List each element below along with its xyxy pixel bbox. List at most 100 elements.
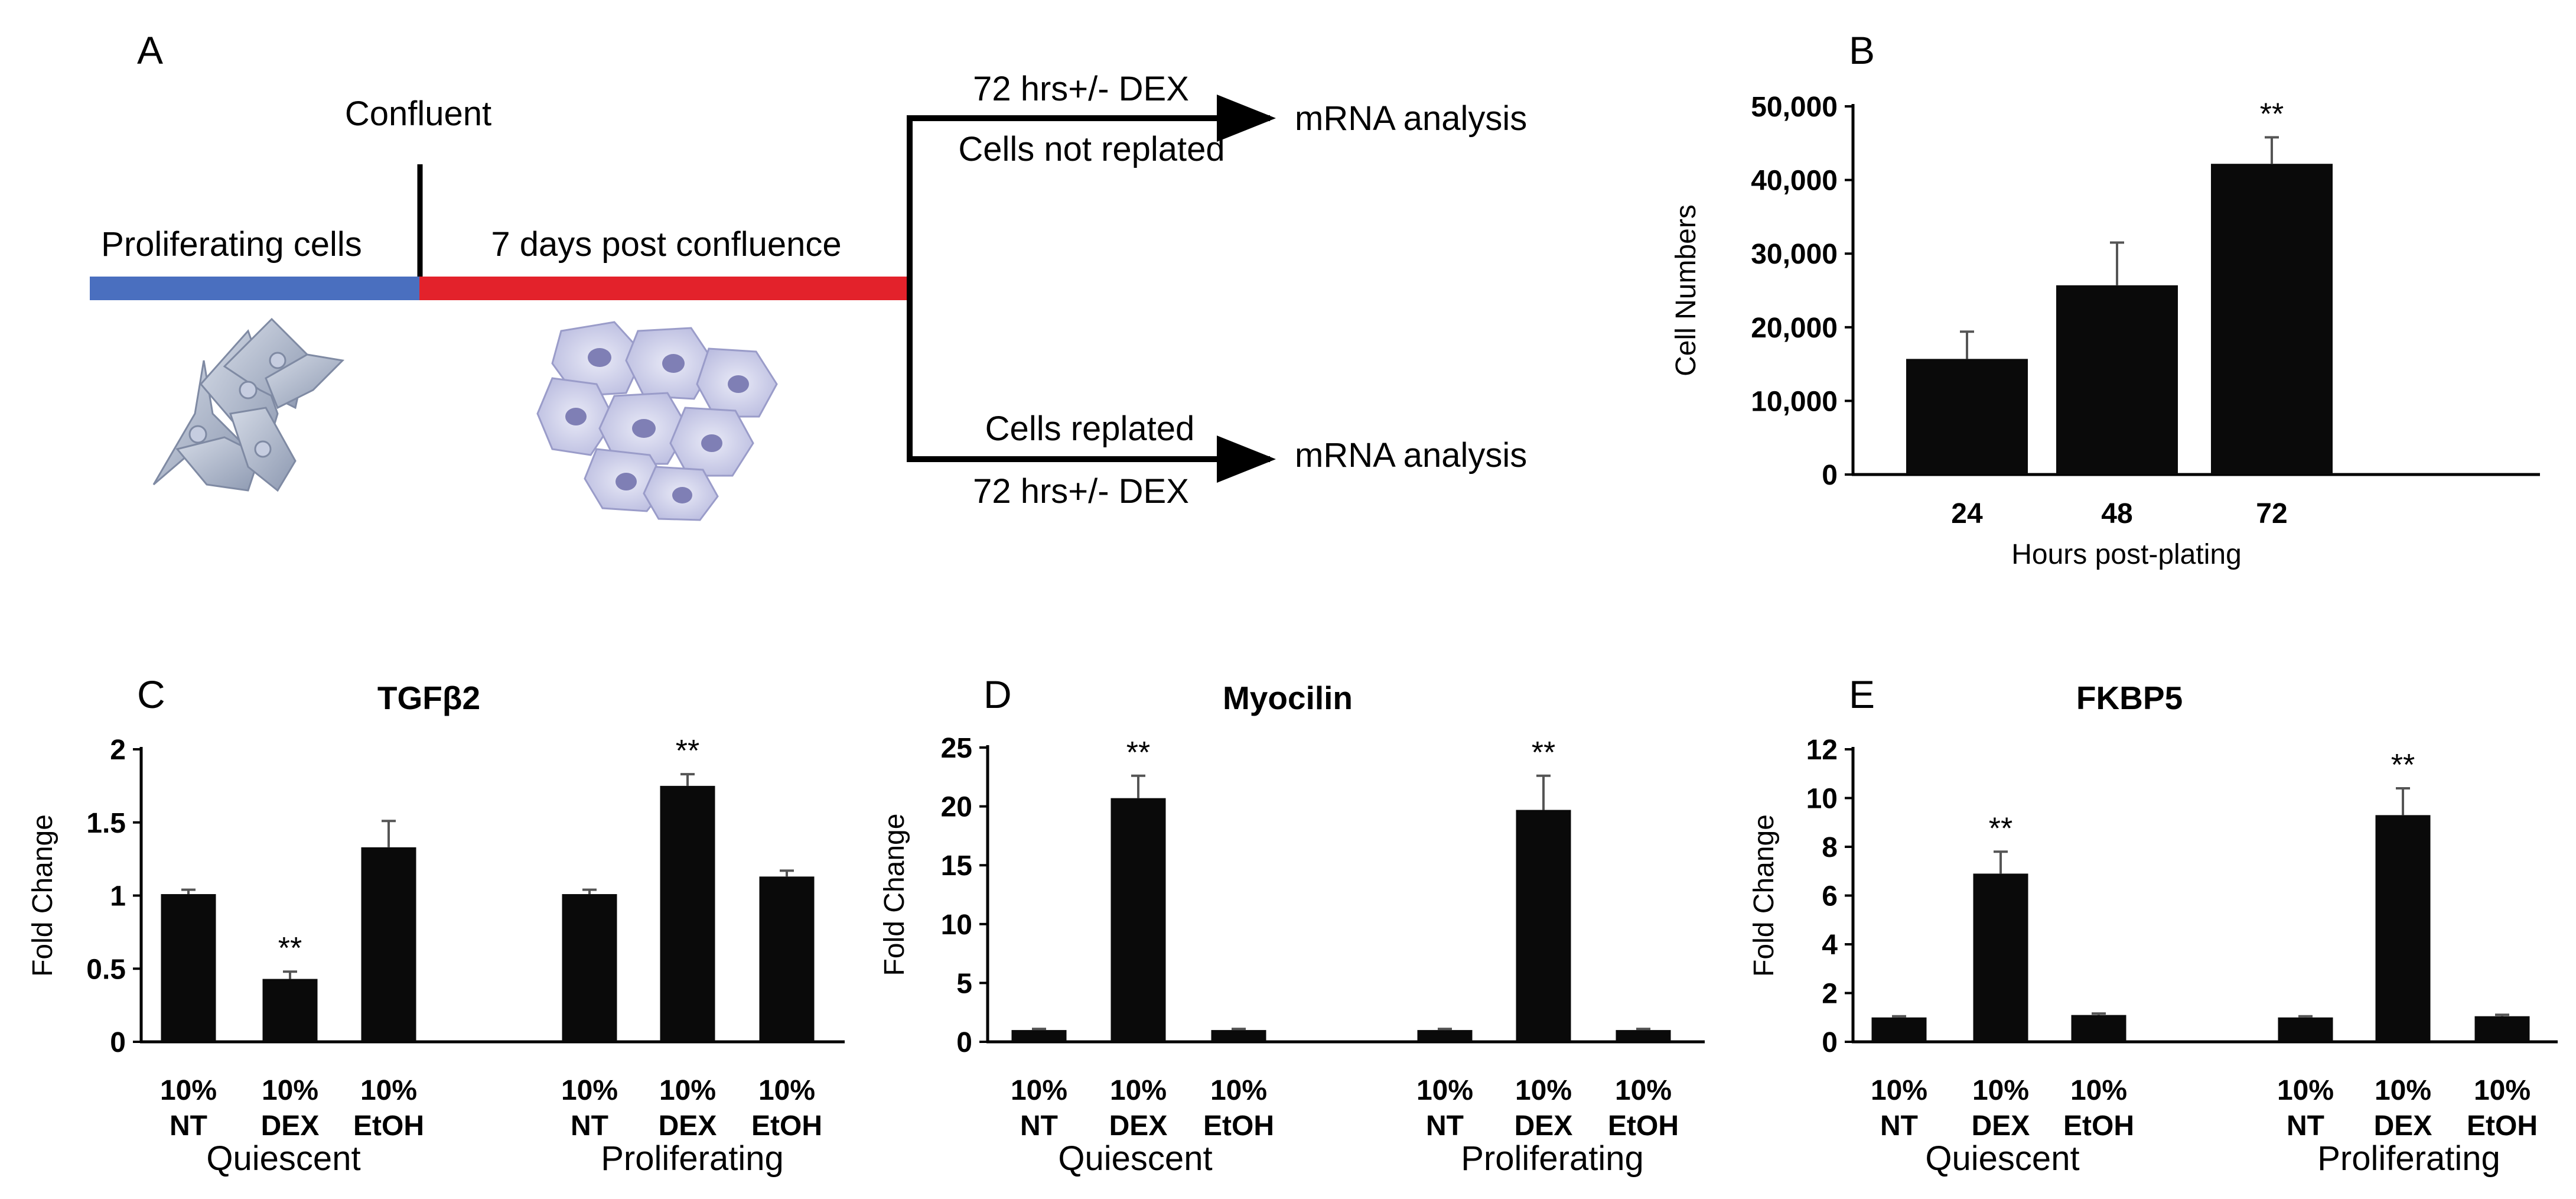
chart-d-x-tick-label: 10% [1416, 1075, 1473, 1106]
panel-label-e: E [1849, 672, 1875, 716]
chart-d-x-tick-label: DEX [1109, 1110, 1168, 1142]
chart-e-x-tick-label: 10% [2277, 1075, 2334, 1106]
chart-e-x-tick-label: EtOH [2063, 1110, 2134, 1142]
timeline-confluent-bar [419, 277, 910, 300]
chart-c-x-tick-label: 10% [160, 1075, 217, 1106]
chart-c-group-label: Proliferating [601, 1139, 783, 1178]
chart-b-y-axis-label: Cell Numbers [1670, 204, 1702, 376]
chart-c-x-tick-label: 10% [561, 1075, 618, 1106]
post-confluence-label: 7 days post confluence [491, 225, 841, 264]
chart-e-x-tick-label: 10% [2070, 1075, 2127, 1106]
chart-c-y-tick-label: 0 [110, 1027, 126, 1058]
chart-d-y-tick-label: 20 [941, 792, 972, 823]
chart-c-x-tick-label: NT [170, 1110, 207, 1142]
chart-d-group-label: Quiescent [1058, 1139, 1212, 1178]
chart-e-y-tick-label: 12 [1806, 735, 1838, 766]
chart-d-x-tick-label: DEX [1515, 1110, 1573, 1142]
chart-d-x-tick-label: 10% [1515, 1075, 1572, 1106]
proliferating-cells-label: Proliferating cells [101, 225, 362, 264]
chart-e-group-label: Proliferating [2317, 1139, 2500, 1178]
chart-d-bar [1516, 810, 1571, 1042]
chart-e-bar [1871, 1017, 1927, 1042]
chart-c-x-tick-label: 10% [262, 1075, 318, 1106]
branch-top-below-label: Cells not replated [958, 130, 1225, 168]
chart-e-x-tick-label: 10% [1972, 1075, 2029, 1106]
chart-e-title: FKBP5 [2076, 680, 2183, 716]
chart-b-y-tick-label: 40,000 [1751, 165, 1838, 197]
chart-e-y-tick-label: 0 [1822, 1027, 1838, 1058]
confluent-label: Confluent [345, 95, 491, 133]
chart-c-bar [161, 894, 216, 1042]
mrna-analysis-bottom-label: mRNA analysis [1295, 436, 1527, 475]
chart-b-x-tick-label: 24 [1951, 498, 1983, 529]
chart-c-significance: ** [676, 734, 699, 768]
chart-c-y-tick-label: 1.5 [86, 808, 126, 839]
chart-e-bar [2474, 1016, 2530, 1042]
chart-c-bar [262, 979, 318, 1042]
timeline-proliferating-bar [90, 277, 421, 300]
chart-d-bar [1110, 798, 1166, 1042]
chart-b-x-axis-label: Hours post-plating [2011, 539, 2242, 570]
chart-b-bar [2056, 285, 2178, 475]
chart-b-bar [1906, 359, 2028, 475]
chart-b-y-tick-label: 50,000 [1751, 92, 1838, 123]
chart-e-x-tick-label: NT [2287, 1110, 2324, 1142]
chart-d-y-axis-label: Fold Change [879, 814, 910, 976]
chart-e-bar [1973, 873, 2028, 1042]
chart-e-x-tick-label: NT [1880, 1110, 1918, 1142]
panel-label-d: D [983, 672, 1012, 716]
chart-d-y-tick-label: 10 [941, 909, 972, 941]
chart-d-bar [1211, 1030, 1266, 1042]
chart-c-group-label: Quiescent [206, 1139, 360, 1178]
branch-bottom-above-label: Cells replated [985, 410, 1195, 448]
chart-e-group-label: Quiescent [1925, 1139, 2079, 1178]
chart-e-x-tick-label: 10% [1871, 1075, 1927, 1106]
chart-c-x-tick-label: EtOH [751, 1110, 822, 1142]
chart-c-x-tick-label: 10% [659, 1075, 716, 1106]
chart-e-x-tick-label: 10% [2375, 1075, 2431, 1106]
chart-d-bar [1417, 1030, 1473, 1042]
chart-e-y-tick-label: 10 [1806, 784, 1838, 815]
chart-d-bar [1011, 1030, 1067, 1042]
chart-d-y-tick-label: 25 [941, 733, 972, 764]
chart-b-x-tick-label: 48 [2101, 498, 2132, 529]
chart-c-bar [361, 847, 416, 1042]
chart-e-bar [2278, 1017, 2333, 1042]
chart-d-x-tick-label: NT [1426, 1110, 1464, 1142]
chart-c-x-tick-label: DEX [261, 1110, 320, 1142]
chart-e-significance: ** [1989, 811, 2012, 846]
panel-b-chart: B Cell Numbers 0 10,000 20,000 30,000 40,000 5… [1670, 28, 2540, 570]
chart-c-y-tick-label: 1 [110, 881, 126, 912]
chart-c-bar [562, 894, 617, 1042]
chart-e-y-tick-label: 6 [1822, 881, 1838, 912]
chart-e-bar [2375, 815, 2431, 1042]
chart-c-bar [660, 785, 715, 1042]
chart-b-y-tick-label: 0 [1822, 460, 1838, 491]
chart-d-x-tick-label: EtOH [1203, 1110, 1274, 1142]
branch-top-above-label: 72 hrs+/- DEX [973, 70, 1189, 108]
chart-e-x-tick-label: DEX [2374, 1110, 2432, 1142]
chart-e-y-axis-label: Fold Change [1748, 814, 1780, 977]
chart-d-group-label: Proliferating [1461, 1139, 1643, 1178]
branch-bottom-below-label: 72 hrs+/- DEX [973, 472, 1189, 511]
chart-b-y-tick-label: 20,000 [1751, 313, 1838, 344]
chart-c-bar [759, 876, 815, 1042]
proliferating-cells-illustration [152, 317, 345, 492]
confluent-cells-illustration [536, 321, 778, 521]
chart-e-y-tick-label: 8 [1822, 832, 1838, 863]
branch-bottom-arrow [907, 288, 1276, 483]
chart-c-y-tick-label: 0.5 [86, 954, 126, 985]
chart-d-y-tick-label: 0 [956, 1027, 972, 1058]
chart-d-x-tick-label: 10% [1210, 1075, 1267, 1106]
chart-d-x-tick-label: 10% [1110, 1075, 1167, 1106]
chart-d-x-tick-label: 10% [1615, 1075, 1672, 1106]
chart-b-y-tick-label: 10,000 [1751, 386, 1838, 417]
chart-e-y-tick-label: 2 [1822, 979, 1838, 1010]
branch-top-arrow [907, 95, 1276, 288]
chart-e-y-tick-label: 4 [1822, 930, 1838, 961]
chart-c-title: TGFβ2 [377, 680, 480, 716]
panel-label-c: C [137, 672, 165, 716]
chart-d-x-tick-label: 10% [1011, 1075, 1067, 1106]
chart-c-significance: ** [278, 931, 302, 966]
chart-c-x-tick-label: 10% [758, 1075, 815, 1106]
